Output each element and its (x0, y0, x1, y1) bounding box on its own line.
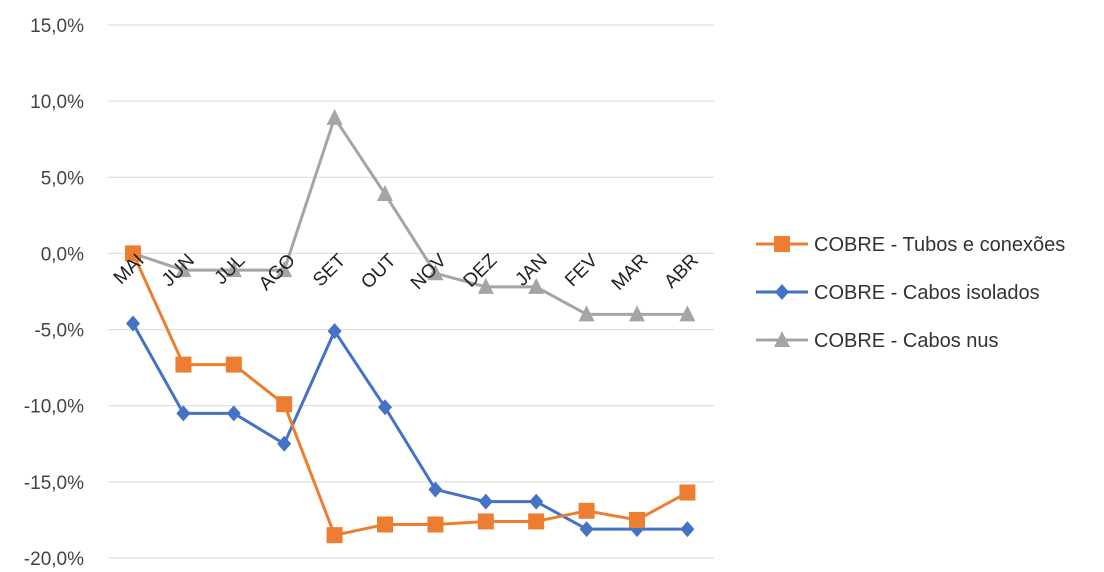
data-point (428, 481, 443, 498)
legend-label: COBRE - Tubos e conexões (814, 234, 1065, 256)
y-tick-label: 10,0% (30, 92, 84, 113)
data-point (175, 261, 192, 278)
data-point (478, 493, 493, 510)
data-point (175, 356, 192, 373)
data-point (578, 305, 595, 322)
y-tick-label: -15,0% (24, 473, 84, 494)
y-tick-label: -10,0% (24, 397, 84, 418)
data-point (326, 108, 343, 125)
x-category-label: JUL (211, 250, 250, 289)
data-point (427, 516, 444, 533)
x-axis-category-labels: MAI JUN JUL AGO SET OUT NOV DEZ JAN FEV MAR ABR (110, 250, 703, 295)
data-point (276, 396, 293, 413)
series-3 (125, 108, 696, 322)
legend-item-1: COBRE - Tubos e conexões (756, 234, 1065, 256)
y-tick-label: -20,0% (24, 549, 84, 570)
series-2 (126, 315, 695, 538)
legend: COBRE - Tubos e conexões COBRE - Cabos is… (756, 234, 1065, 352)
data-point (629, 511, 645, 528)
data-point (377, 516, 393, 533)
data-point (225, 356, 242, 373)
data-point (579, 521, 594, 538)
data-point (529, 493, 544, 510)
data-point (226, 405, 241, 422)
x-category-label: OUT (357, 250, 400, 293)
series-line (131, 322, 688, 531)
data-point (578, 502, 595, 519)
data-point (225, 261, 242, 278)
data-point (477, 513, 494, 530)
legend-item-3: COBRE - Cabos nus (756, 330, 999, 352)
data-point (528, 513, 545, 530)
x-category-label: AGO (255, 250, 300, 295)
series-line (132, 116, 688, 316)
x-category-label: FEV (561, 250, 602, 291)
x-category-label: MAR (608, 250, 653, 295)
y-tick-label: 15,0% (30, 16, 84, 37)
legend-marker (775, 284, 789, 300)
data-point (679, 305, 696, 322)
data-point (126, 315, 140, 332)
y-tick-label: 0,0% (41, 244, 84, 265)
series-line (131, 252, 689, 537)
x-category-label: SET (309, 250, 350, 291)
series-lines (125, 108, 696, 544)
data-point (378, 399, 392, 416)
legend-marker (774, 236, 790, 252)
legend-label: COBRE - Cabos nus (814, 330, 999, 352)
data-point (629, 305, 645, 322)
y-tick-label: -5,0% (34, 321, 84, 342)
y-axis-tick-labels: 15,0% 10,0% 5,0% 0,0% -5,0% -10,0% -15,0% -20,0… (24, 16, 84, 570)
data-point (528, 277, 545, 294)
x-category-label: ABR (660, 250, 702, 292)
data-point (377, 185, 393, 202)
data-point (679, 484, 696, 501)
data-point (176, 405, 191, 422)
data-point (680, 521, 695, 538)
y-tick-label: 5,0% (41, 168, 84, 189)
data-point (427, 264, 444, 281)
data-point (125, 245, 141, 262)
data-point (326, 527, 343, 544)
legend-marker (774, 331, 790, 347)
data-point (277, 435, 292, 452)
x-category-label: JUN (158, 250, 199, 291)
data-point (477, 277, 494, 294)
gridlines (108, 24, 714, 559)
x-category-label: JAN (511, 250, 551, 290)
legend-item-2: COBRE - Cabos isolados (756, 282, 1040, 304)
x-category-label: NOV (407, 250, 451, 294)
data-point (327, 323, 342, 340)
legend-label: COBRE - Cabos isolados (814, 282, 1040, 304)
data-point (276, 261, 293, 278)
series-1 (125, 245, 696, 544)
